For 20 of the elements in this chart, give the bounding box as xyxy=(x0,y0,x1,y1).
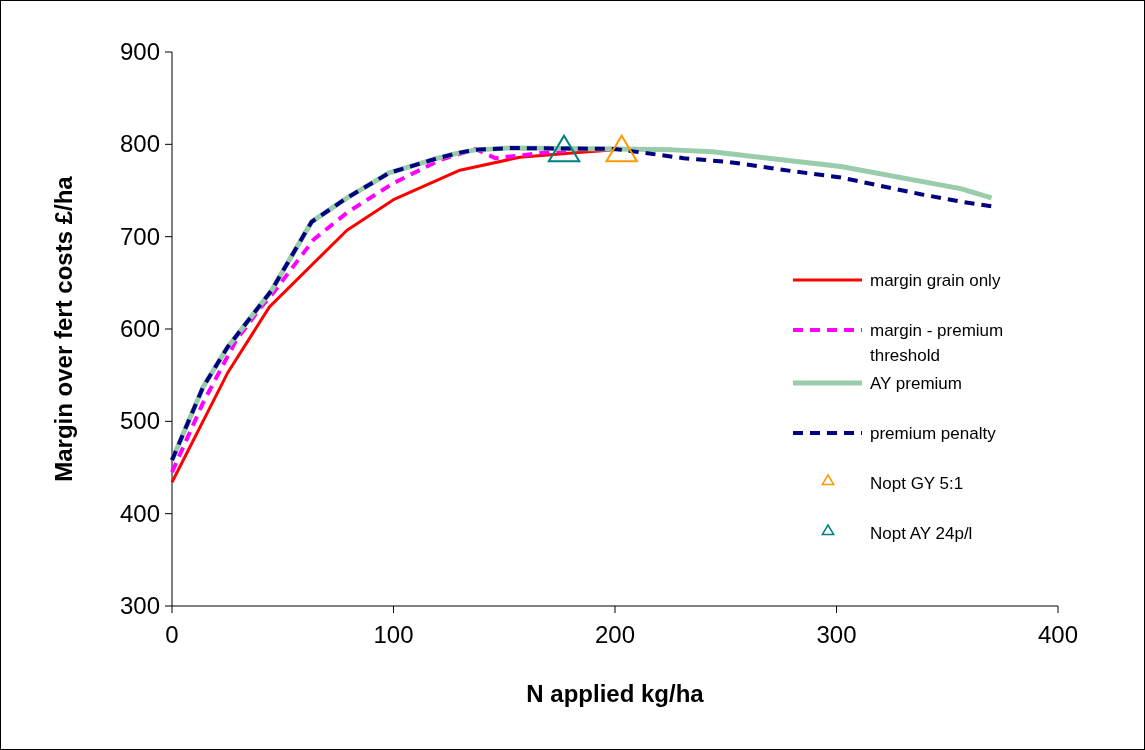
legend-label: premium penalty xyxy=(870,424,997,443)
x-tick-label: 400 xyxy=(1037,621,1079,648)
x-tick-label: 100 xyxy=(373,621,414,648)
y-tick-label: 600 xyxy=(119,315,160,342)
y-axis-title: Margin over fert costs £/ha xyxy=(50,175,77,482)
y-tick-label: 700 xyxy=(119,222,160,250)
y-tick-label: 900 xyxy=(119,38,160,65)
y-tick-label: 500 xyxy=(119,407,160,435)
y-tick-label: 400 xyxy=(119,499,160,527)
legend-label: margin - premium threshold xyxy=(870,321,1004,365)
y-tick-label: 300 xyxy=(119,592,160,619)
legend-label: Nopt AY 24p/l xyxy=(870,524,973,543)
legend-label: AY premium xyxy=(870,374,962,393)
x-axis-title: N applied kg/ha xyxy=(526,680,705,707)
legend-label: margin grain only xyxy=(870,271,1001,290)
legend-label: Nopt GY 5:1 xyxy=(870,474,964,493)
x-tick-label: 300 xyxy=(816,621,857,648)
x-tick-label: 0 xyxy=(165,621,179,648)
y-tick-label: 800 xyxy=(119,130,160,158)
x-tick-label: 200 xyxy=(594,621,636,648)
